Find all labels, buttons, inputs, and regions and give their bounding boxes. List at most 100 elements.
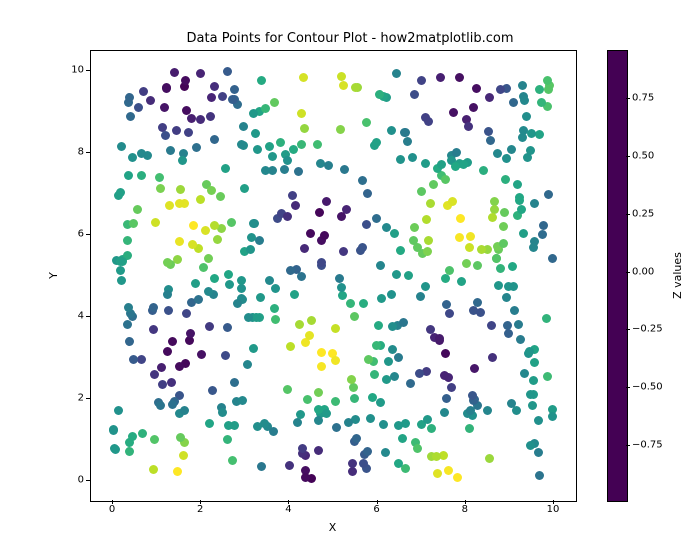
data-point: [499, 222, 508, 231]
data-point: [390, 372, 399, 381]
data-point: [350, 394, 359, 403]
data-point: [441, 349, 450, 358]
data-point: [210, 135, 219, 144]
data-point: [299, 73, 308, 82]
data-point: [338, 291, 347, 300]
data-point: [502, 293, 511, 302]
data-point: [228, 456, 237, 465]
data-point: [464, 122, 473, 131]
data-point: [179, 451, 188, 460]
data-point: [358, 243, 367, 252]
data-point: [172, 126, 181, 135]
xtick-label: 0: [109, 504, 115, 515]
data-point: [350, 312, 359, 321]
data-point: [271, 315, 280, 324]
data-point: [509, 98, 518, 107]
ytick-mark: [86, 480, 90, 481]
data-point: [520, 369, 529, 378]
data-point: [192, 143, 201, 152]
colorbar-tick-mark: [626, 445, 630, 446]
data-point: [228, 95, 237, 104]
data-point: [376, 261, 385, 270]
data-point: [297, 109, 306, 118]
data-point: [388, 322, 397, 331]
data-point: [509, 282, 518, 291]
data-point: [512, 406, 521, 415]
data-point: [530, 199, 539, 208]
data-point: [448, 197, 457, 206]
data-point: [288, 191, 297, 200]
colorbar-label: Z values: [670, 50, 684, 500]
data-point: [485, 93, 494, 102]
data-point: [244, 313, 253, 322]
data-point: [138, 429, 147, 438]
data-point: [314, 388, 323, 397]
data-point: [285, 461, 294, 470]
data-point: [297, 140, 306, 149]
data-point: [307, 316, 316, 325]
data-point: [476, 308, 485, 317]
data-point: [452, 148, 461, 157]
data-point: [493, 149, 502, 158]
data-point: [137, 171, 146, 180]
data-point: [125, 447, 134, 456]
data-point: [534, 416, 543, 425]
data-point: [283, 385, 292, 394]
data-point: [537, 98, 546, 107]
data-point: [187, 114, 196, 123]
data-point: [529, 376, 538, 385]
data-point: [197, 350, 206, 359]
data-point: [286, 266, 295, 275]
data-point: [184, 128, 193, 137]
data-point: [256, 293, 265, 302]
data-point: [146, 96, 155, 105]
data-point: [324, 161, 333, 170]
data-point: [168, 400, 177, 409]
data-point: [139, 87, 148, 96]
data-point: [137, 149, 146, 158]
ytick-mark: [86, 70, 90, 71]
data-point: [445, 309, 454, 318]
data-point: [240, 184, 249, 193]
data-point: [129, 355, 138, 364]
data-point: [305, 331, 314, 340]
data-point: [322, 409, 331, 418]
data-point: [453, 473, 462, 482]
data-point: [417, 76, 426, 85]
data-point: [163, 258, 172, 267]
data-point: [359, 299, 368, 308]
data-point: [381, 448, 390, 457]
chart-title: Data Points for Contour Plot - how2matpl…: [0, 31, 700, 46]
data-point: [180, 406, 189, 415]
data-point: [158, 380, 167, 389]
data-point: [519, 229, 528, 238]
data-point: [486, 136, 495, 145]
data-point: [176, 185, 185, 194]
data-point: [437, 160, 446, 169]
data-point: [316, 159, 325, 168]
data-point: [286, 342, 295, 351]
data-point: [456, 214, 465, 223]
data-point: [421, 282, 430, 291]
data-point: [525, 347, 534, 356]
data-point: [176, 433, 185, 442]
data-point: [230, 85, 239, 94]
data-point: [504, 329, 513, 338]
data-point: [404, 271, 413, 280]
data-point: [515, 196, 524, 205]
data-point: [487, 321, 496, 330]
xtick-label: 4: [285, 504, 291, 515]
data-point: [151, 218, 160, 227]
data-point: [379, 420, 388, 429]
data-point: [230, 378, 239, 387]
data-point: [126, 112, 135, 121]
data-point: [331, 324, 340, 333]
data-point: [544, 190, 553, 199]
data-point: [488, 213, 497, 222]
data-point: [165, 201, 174, 210]
data-point: [181, 76, 190, 85]
data-point: [175, 199, 184, 208]
data-point: [526, 390, 535, 399]
data-point: [382, 223, 391, 232]
data-point: [548, 254, 557, 263]
